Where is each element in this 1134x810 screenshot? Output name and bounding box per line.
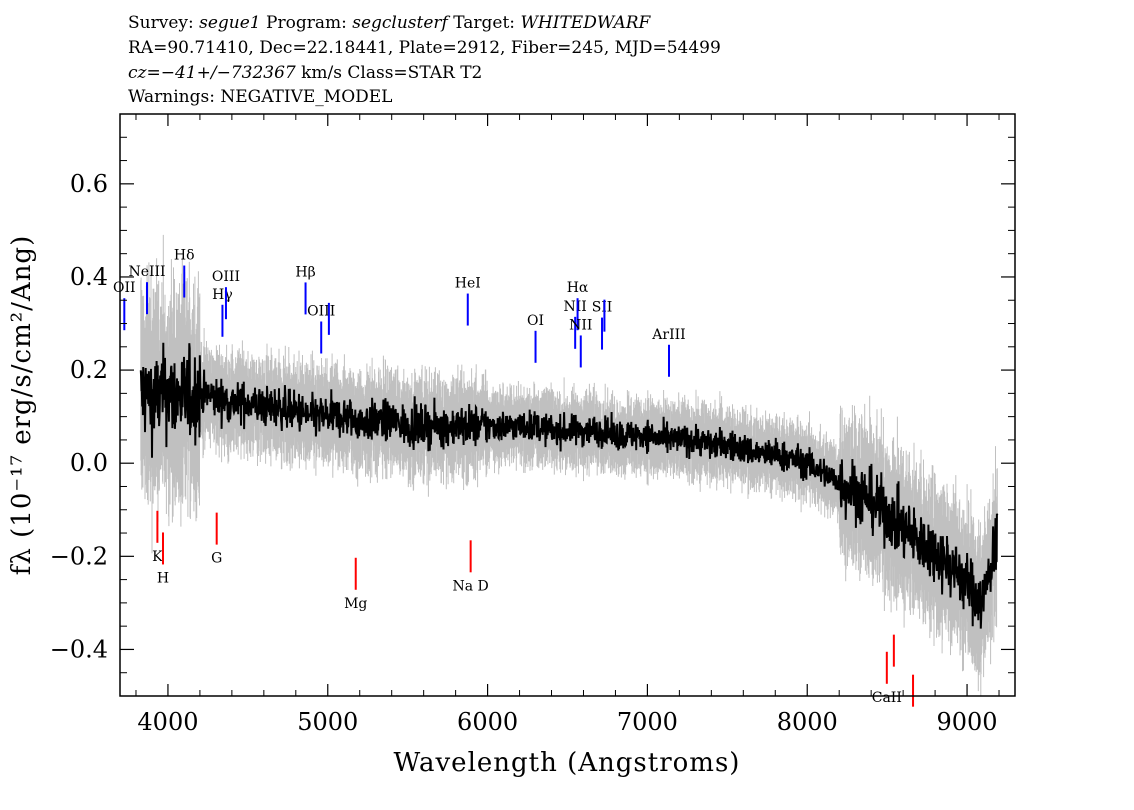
x-tick-label: 4000 (137, 708, 198, 736)
line-marker-label: H (157, 570, 169, 586)
flux-line (139, 342, 999, 629)
x-tick-label: 7000 (617, 708, 678, 736)
y-axis-label: fλ (10⁻¹⁷ erg/s/cm²/Ang) (7, 235, 37, 575)
header-segment: km/s Class=STAR T2 (295, 63, 483, 83)
line-marker-label: ArIII (651, 327, 685, 343)
x-tick-label: 5000 (297, 708, 358, 736)
line-marker-label: OII (113, 280, 136, 296)
x-axis-label: Wavelength (Angstroms) (394, 748, 741, 778)
line-marker-label: Hα (567, 280, 589, 296)
line-marker-label: NII (569, 317, 592, 333)
line-marker-label: Hδ (174, 248, 195, 264)
header-line-2: RA=90.71410, Dec=22.18441, Plate=2912, F… (128, 38, 721, 58)
y-tick-labels: −0.4 −0.2 0.0 0.2 0.4 0.6 (50, 170, 108, 664)
header-line-3: cz=−41+/−732367 km/s Class=STAR T2 (128, 62, 482, 84)
header-segment: WHITEDWARF (520, 13, 651, 33)
y-tick-label: 0.0 (70, 449, 108, 477)
line-marker-label: OI (527, 313, 544, 329)
header-segment: Survey: (128, 13, 200, 33)
header-segment: Target: (447, 13, 521, 33)
header-segment: cz=−41+/−732367 (128, 63, 296, 83)
line-marker-label: OIII (212, 269, 240, 285)
line-marker-label: Mg (344, 596, 367, 612)
flux-series (139, 342, 999, 629)
line-marker-label: NII (564, 299, 587, 315)
y-tick-label: −0.4 (50, 635, 108, 663)
line-marker-label: OIII (307, 303, 335, 319)
line-marker-label: Hγ (212, 287, 233, 303)
line-marker-label: G (211, 551, 222, 567)
line-marker-label: HeI (455, 276, 481, 292)
header-segment: segclusterf (352, 13, 448, 33)
x-tick-labels: 4000 5000 6000 7000 8000 9000 (137, 708, 997, 736)
header-segment: segue1 (199, 13, 261, 33)
line-marker-label: Na D (453, 578, 489, 594)
line-marker-label: K (152, 549, 163, 565)
plot-frame (119, 113, 1016, 697)
y-tick-label: 0.2 (70, 356, 108, 384)
header-line-1: Survey: segue1 Program: segclusterf Targ… (128, 12, 650, 34)
x-tick-label: 9000 (937, 708, 998, 736)
line-marker-label: CaII (872, 690, 902, 706)
x-tick-label: 8000 (777, 708, 838, 736)
y-tick-label: 0.6 (70, 170, 108, 198)
header-segment: Program: (260, 13, 353, 33)
line-marker-label: Hβ (295, 264, 315, 280)
line-marker-label: SII (592, 300, 613, 316)
axis-ticks (120, 113, 1015, 697)
line-marker-label: NeIII (128, 264, 165, 280)
y-tick-label: 0.4 (70, 263, 108, 291)
x-tick-label: 6000 (457, 708, 518, 736)
header-line-4: Warnings: NEGATIVE_MODEL (128, 87, 393, 107)
y-tick-label: −0.2 (50, 542, 108, 570)
